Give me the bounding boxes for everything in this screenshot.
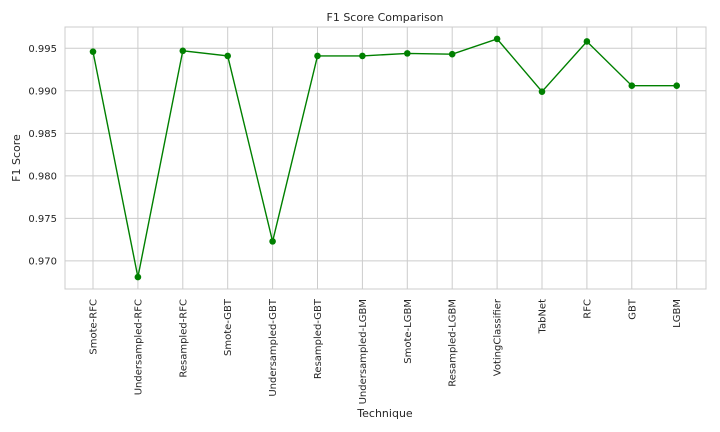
x-tick-label: TabNet (538, 299, 549, 335)
x-tick-label: Smote-RFC (89, 299, 100, 355)
data-point (493, 35, 501, 43)
x-axis-ticks: Smote-RFC Undersampled-RFC Resampled-RFC Sm… (89, 298, 684, 404)
x-tick-label: Undersampled-LGBM (358, 299, 369, 404)
x-tick-label: Smote-LGBM (403, 299, 414, 364)
data-point (179, 47, 187, 55)
data-point (583, 38, 591, 45)
series-line-f1-score (92, 38, 677, 278)
x-tick-label: Resampled-LGBM (448, 299, 459, 387)
y-axis-ticks: 0.970 0.975 0.980 0.985 0.990 0.995 (28, 44, 57, 268)
x-tick-label: VotingClassifier (493, 298, 504, 376)
x-tick-label: Smote-GBT (223, 298, 234, 356)
data-point (448, 50, 456, 58)
data-point (134, 273, 142, 281)
data-point (269, 238, 276, 245)
y-tick-label: 0.995 (28, 44, 57, 55)
x-tick-label: Undersampled-RFC (133, 299, 144, 395)
x-tick-label: Resampled-RFC (178, 299, 189, 378)
data-point (314, 52, 321, 60)
data-point (224, 52, 231, 60)
data-point (89, 48, 97, 55)
y-tick-label: 0.970 (28, 256, 57, 267)
grid (65, 27, 706, 289)
x-tick-label: Undersampled-GBT (268, 298, 279, 397)
data-point (628, 82, 636, 89)
data-point (404, 50, 411, 57)
x-tick-label: LGBM (672, 299, 683, 328)
chart-title: F1 Score Comparison (327, 11, 444, 24)
data-point (359, 52, 366, 60)
data-point (673, 82, 680, 89)
plot-area-frame (64, 26, 707, 290)
y-tick-label: 0.985 (28, 129, 57, 140)
series-markers (89, 35, 680, 281)
y-tick-label: 0.990 (28, 86, 57, 97)
y-axis-title: F1 Score (10, 134, 23, 182)
data-point (538, 88, 546, 95)
x-tick-label: RFC (582, 299, 593, 319)
y-tick-label: 0.980 (28, 171, 57, 182)
x-axis-title: Technique (356, 407, 413, 420)
x-tick-label: Resampled-GBT (313, 298, 324, 379)
y-tick-label: 0.975 (28, 214, 57, 225)
x-tick-label: GBT (627, 298, 638, 320)
